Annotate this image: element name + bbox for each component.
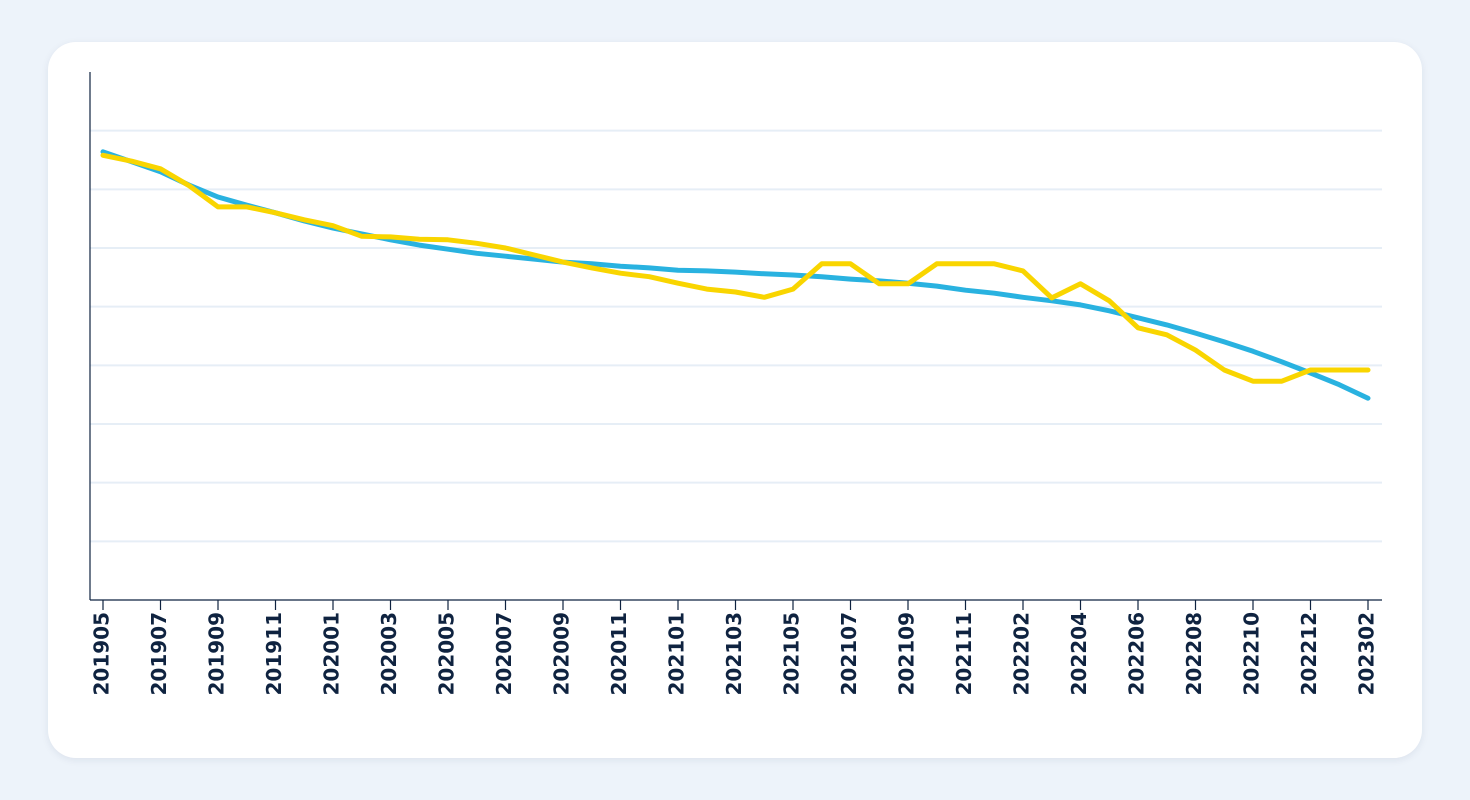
- x-tick-label: 202011: [607, 612, 631, 696]
- x-tick-label: 202210: [1240, 612, 1264, 696]
- x-tick-label: 202208: [1182, 612, 1206, 696]
- x-tick-label: 202005: [435, 612, 459, 696]
- x-tick-label: 202111: [952, 612, 976, 696]
- x-tick-label: 202204: [1067, 612, 1091, 696]
- x-tick-label: 201905: [90, 612, 114, 696]
- x-tick-label: 202212: [1297, 612, 1321, 696]
- x-tick-label: 202003: [377, 612, 401, 696]
- series-line: [100, 152, 1371, 384]
- x-tick-label: 201907: [147, 612, 171, 696]
- x-tick-label: 202009: [550, 612, 574, 696]
- x-tick-label: 202001: [320, 612, 344, 696]
- x-tick-label: 202302: [1355, 612, 1379, 696]
- x-tick-label: 202109: [895, 612, 919, 696]
- card: [48, 42, 1422, 758]
- x-tick-label: 202107: [837, 612, 861, 696]
- x-tick-label: 202007: [492, 612, 516, 696]
- x-tick-label: 202202: [1010, 612, 1034, 696]
- x-tick-label: 201911: [262, 612, 286, 696]
- x-tick-label: 202105: [780, 612, 804, 696]
- x-tick-label: 201909: [205, 612, 229, 696]
- x-tick-label: 202101: [665, 612, 689, 696]
- x-tick-label: 202206: [1125, 612, 1149, 696]
- x-tick-label: 202103: [722, 612, 746, 696]
